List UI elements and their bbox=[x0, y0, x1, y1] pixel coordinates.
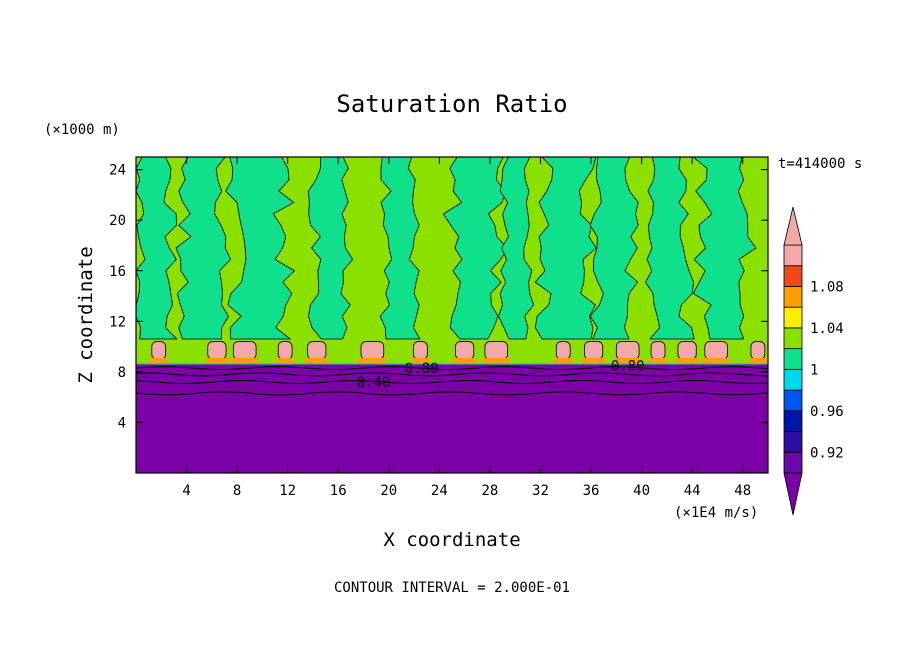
colorbar-segment bbox=[783, 451, 803, 474]
colorbar-segment bbox=[783, 306, 803, 329]
cloud-blob bbox=[677, 341, 697, 360]
cloud-blob bbox=[207, 341, 227, 360]
contour-label: 0.80 bbox=[611, 359, 645, 375]
cloud-blob bbox=[307, 341, 327, 360]
y-unit-label: (×1000 m) bbox=[44, 122, 120, 138]
plot-area: 0.40 0.80 0.80 bbox=[135, 156, 769, 473]
colorbar-segment bbox=[783, 389, 803, 412]
plot-frame bbox=[135, 156, 769, 474]
cloud-base bbox=[205, 357, 229, 364]
colorbar: 0.92 0.96 1 1.04 1.08 bbox=[783, 206, 844, 516]
colorbar-tick-label: 0.92 bbox=[810, 445, 844, 461]
x-tick-label: 28 bbox=[481, 483, 498, 499]
x-axis-label: X coordinate bbox=[383, 529, 520, 551]
colorbar-segment bbox=[783, 286, 803, 308]
colorbar-over-arrow bbox=[783, 206, 803, 246]
cloud-blob bbox=[584, 341, 604, 360]
x-tick-label: 8 bbox=[233, 483, 241, 499]
colorbar-segment bbox=[783, 327, 803, 350]
colorbar-tick-label: 0.96 bbox=[810, 404, 844, 420]
cloud-blob bbox=[650, 341, 666, 360]
cloud-base bbox=[149, 357, 169, 364]
x-tick-label: 40 bbox=[633, 483, 650, 499]
x-tick-label: 44 bbox=[684, 483, 701, 499]
cloud-blob bbox=[277, 341, 293, 360]
y-tick-label: 20 bbox=[109, 213, 126, 229]
cloud-base bbox=[613, 357, 642, 364]
cloud-blob bbox=[232, 341, 257, 360]
cloud-base bbox=[275, 357, 295, 364]
contour-line bbox=[135, 372, 769, 377]
x-tick-label: 48 bbox=[734, 483, 751, 499]
contour-label: 0.40 bbox=[357, 375, 391, 391]
x-tick-label: 24 bbox=[431, 483, 448, 499]
cloud-base bbox=[648, 357, 668, 364]
colorbar-segment bbox=[783, 410, 803, 432]
cloud-base bbox=[305, 357, 329, 364]
cloud-base bbox=[748, 357, 768, 364]
x-tick-label: 36 bbox=[583, 483, 600, 499]
cloud-blob bbox=[615, 341, 640, 360]
cloud-blob bbox=[484, 341, 509, 360]
y-tick-label: 8 bbox=[118, 365, 126, 381]
colorbar-tick-label: 1.08 bbox=[810, 279, 844, 295]
cloud-blob bbox=[455, 341, 475, 360]
colorbar-tick-label: 1 bbox=[810, 362, 818, 378]
colorbar-tick-label: 1.04 bbox=[810, 321, 844, 337]
colorbar-segment bbox=[783, 348, 803, 370]
colorbar-segment bbox=[783, 265, 803, 287]
chart-title: Saturation Ratio bbox=[336, 90, 567, 118]
colorbar-segment bbox=[783, 244, 803, 267]
x-tick-label: 32 bbox=[532, 483, 549, 499]
y-axis-label: Z coordinate bbox=[75, 246, 97, 383]
cloud-base bbox=[675, 357, 699, 364]
contour-line bbox=[135, 391, 769, 396]
x-tick-label: 4 bbox=[182, 483, 190, 499]
cloud-blob bbox=[151, 341, 167, 360]
contour-line bbox=[135, 380, 769, 385]
cloud-base bbox=[482, 357, 511, 364]
cloud-base bbox=[358, 357, 387, 364]
contour-label: 0.80 bbox=[405, 361, 439, 377]
cloud-blob bbox=[413, 341, 428, 360]
cloud-base bbox=[230, 357, 259, 364]
cloud-base bbox=[702, 357, 731, 364]
x-tick-label: 16 bbox=[330, 483, 347, 499]
colorbar-under-arrow bbox=[783, 472, 803, 516]
cloud-base bbox=[581, 357, 606, 364]
y-tick-label: 4 bbox=[118, 415, 126, 431]
cloud-base bbox=[452, 357, 477, 364]
contour-interval-footer: CONTOUR INTERVAL = 2.000E-01 bbox=[334, 580, 570, 596]
y-tick-label: 24 bbox=[109, 163, 126, 179]
cloud-blob bbox=[750, 341, 766, 360]
cloud-blob bbox=[555, 341, 571, 360]
cloud-blob bbox=[360, 341, 385, 360]
contour-line bbox=[135, 366, 769, 371]
cloud-base bbox=[410, 357, 430, 364]
y-tick-label: 12 bbox=[109, 314, 126, 330]
x-tick-label: 12 bbox=[279, 483, 296, 499]
y-tick-label: 16 bbox=[109, 264, 126, 280]
x-tick-label: 20 bbox=[380, 483, 397, 499]
colorbar-segment bbox=[783, 368, 803, 391]
time-label: t=414000 s bbox=[778, 156, 862, 172]
colorbar-segment bbox=[783, 431, 803, 453]
x-unit-label: (×1E4 m/s) bbox=[674, 505, 758, 521]
cloud-blob bbox=[704, 341, 728, 360]
cloud-base bbox=[553, 357, 573, 364]
